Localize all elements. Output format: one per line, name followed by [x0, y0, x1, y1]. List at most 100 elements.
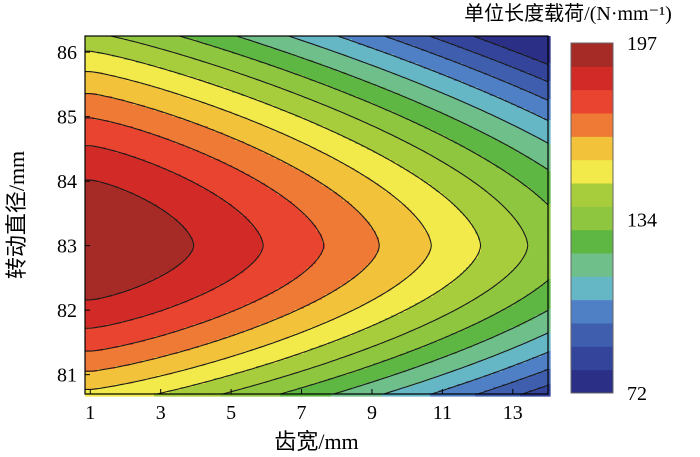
heatmap-cell	[97, 114, 101, 118]
heatmap-cell	[202, 129, 206, 133]
heatmap-cell	[175, 216, 179, 220]
heatmap-cell	[115, 210, 119, 214]
heatmap-cell	[181, 171, 185, 175]
heatmap-cell	[91, 78, 95, 82]
heatmap-cell	[127, 318, 131, 322]
heatmap-cell	[154, 348, 158, 352]
heatmap-cell	[181, 252, 185, 256]
heatmap-cell	[94, 150, 98, 154]
heatmap-cell	[136, 165, 140, 169]
heatmap-cell	[94, 246, 98, 250]
heatmap-cell	[97, 228, 101, 232]
heatmap-cell	[145, 288, 149, 292]
heatmap-cell	[136, 171, 140, 175]
heatmap-cell	[103, 204, 107, 208]
heatmap-cell	[112, 369, 116, 373]
heatmap-cell	[163, 312, 167, 316]
heatmap-cell	[112, 63, 116, 67]
heatmap-cell	[163, 51, 167, 55]
heatmap-cell	[145, 87, 149, 91]
heatmap-cell	[160, 213, 164, 217]
heatmap-cell	[109, 318, 113, 322]
heatmap-cell	[130, 315, 134, 319]
heatmap-cell	[133, 45, 137, 49]
heatmap-cell	[142, 51, 146, 55]
heatmap-cell	[130, 144, 134, 148]
heatmap-cell	[115, 123, 119, 127]
heatmap-cell	[169, 174, 173, 178]
heatmap-cell	[184, 246, 188, 250]
heatmap-cell	[115, 141, 119, 145]
heatmap-cell	[109, 300, 113, 304]
heatmap-cell	[100, 150, 104, 154]
heatmap-cell	[88, 189, 92, 193]
heatmap-cell	[136, 132, 140, 136]
heatmap-cell	[127, 390, 131, 394]
heatmap-cell	[139, 159, 143, 163]
heatmap-cell	[100, 129, 104, 133]
heatmap-cell	[157, 222, 161, 226]
heatmap-cell	[151, 240, 155, 244]
heatmap-cell	[121, 42, 125, 46]
heatmap-cell	[136, 234, 140, 238]
heatmap-cell	[94, 123, 98, 127]
heatmap-cell	[184, 84, 188, 88]
heatmap-cell	[118, 57, 122, 61]
heatmap-cell	[136, 351, 140, 355]
heatmap-cell	[160, 36, 164, 40]
heatmap-cell	[103, 219, 107, 223]
heatmap-cell	[151, 270, 155, 274]
heatmap-cell	[121, 39, 125, 43]
heatmap-cell	[103, 42, 107, 46]
heatmap-cell	[133, 219, 137, 223]
heatmap-cell	[184, 186, 188, 190]
heatmap-cell	[133, 90, 137, 94]
heatmap-cell	[175, 81, 179, 85]
heatmap-cell	[94, 75, 98, 79]
heatmap-cell	[127, 84, 131, 88]
heatmap-cell	[166, 267, 170, 271]
heatmap-cell	[85, 162, 89, 166]
heatmap-cell	[91, 324, 95, 328]
heatmap-cell	[184, 219, 188, 223]
heatmap-cell	[151, 360, 155, 364]
heatmap-cell	[154, 342, 158, 346]
heatmap-cell	[85, 324, 89, 328]
heatmap-cell	[160, 192, 164, 196]
heatmap-cell	[169, 297, 173, 301]
heatmap-cell	[142, 171, 146, 175]
heatmap-cell	[91, 90, 95, 94]
heatmap-cell	[121, 54, 125, 58]
heatmap-cell	[97, 135, 101, 139]
heatmap-cell	[157, 384, 161, 388]
heatmap-cell	[127, 378, 131, 382]
heatmap-cell	[178, 372, 182, 376]
heatmap-cell	[199, 135, 203, 139]
heatmap-cell	[187, 273, 191, 277]
heatmap-cell	[187, 171, 191, 175]
heatmap-cell	[169, 300, 173, 304]
heatmap-cell	[178, 78, 182, 82]
heatmap-cell	[157, 114, 161, 118]
heatmap-cell	[130, 204, 134, 208]
heatmap-cell	[169, 198, 173, 202]
heatmap-cell	[181, 207, 185, 211]
heatmap-cell	[100, 189, 104, 193]
heatmap-cell	[148, 54, 152, 58]
heatmap-cell	[127, 156, 131, 160]
heatmap-cell	[190, 153, 194, 157]
heatmap-cell	[121, 216, 125, 220]
heatmap-cell	[145, 48, 149, 52]
heatmap-cell	[184, 225, 188, 229]
heatmap-cell	[166, 264, 170, 268]
heatmap-cell	[148, 144, 152, 148]
heatmap-cell	[112, 51, 116, 55]
heatmap-cell	[88, 153, 92, 157]
heatmap-cell	[133, 234, 137, 238]
heatmap-cell	[187, 114, 191, 118]
heatmap-cell	[181, 357, 185, 361]
heatmap-cell	[142, 57, 146, 61]
heatmap-cell	[136, 327, 140, 331]
heatmap-cell	[178, 147, 182, 151]
heatmap-cell	[118, 264, 122, 268]
